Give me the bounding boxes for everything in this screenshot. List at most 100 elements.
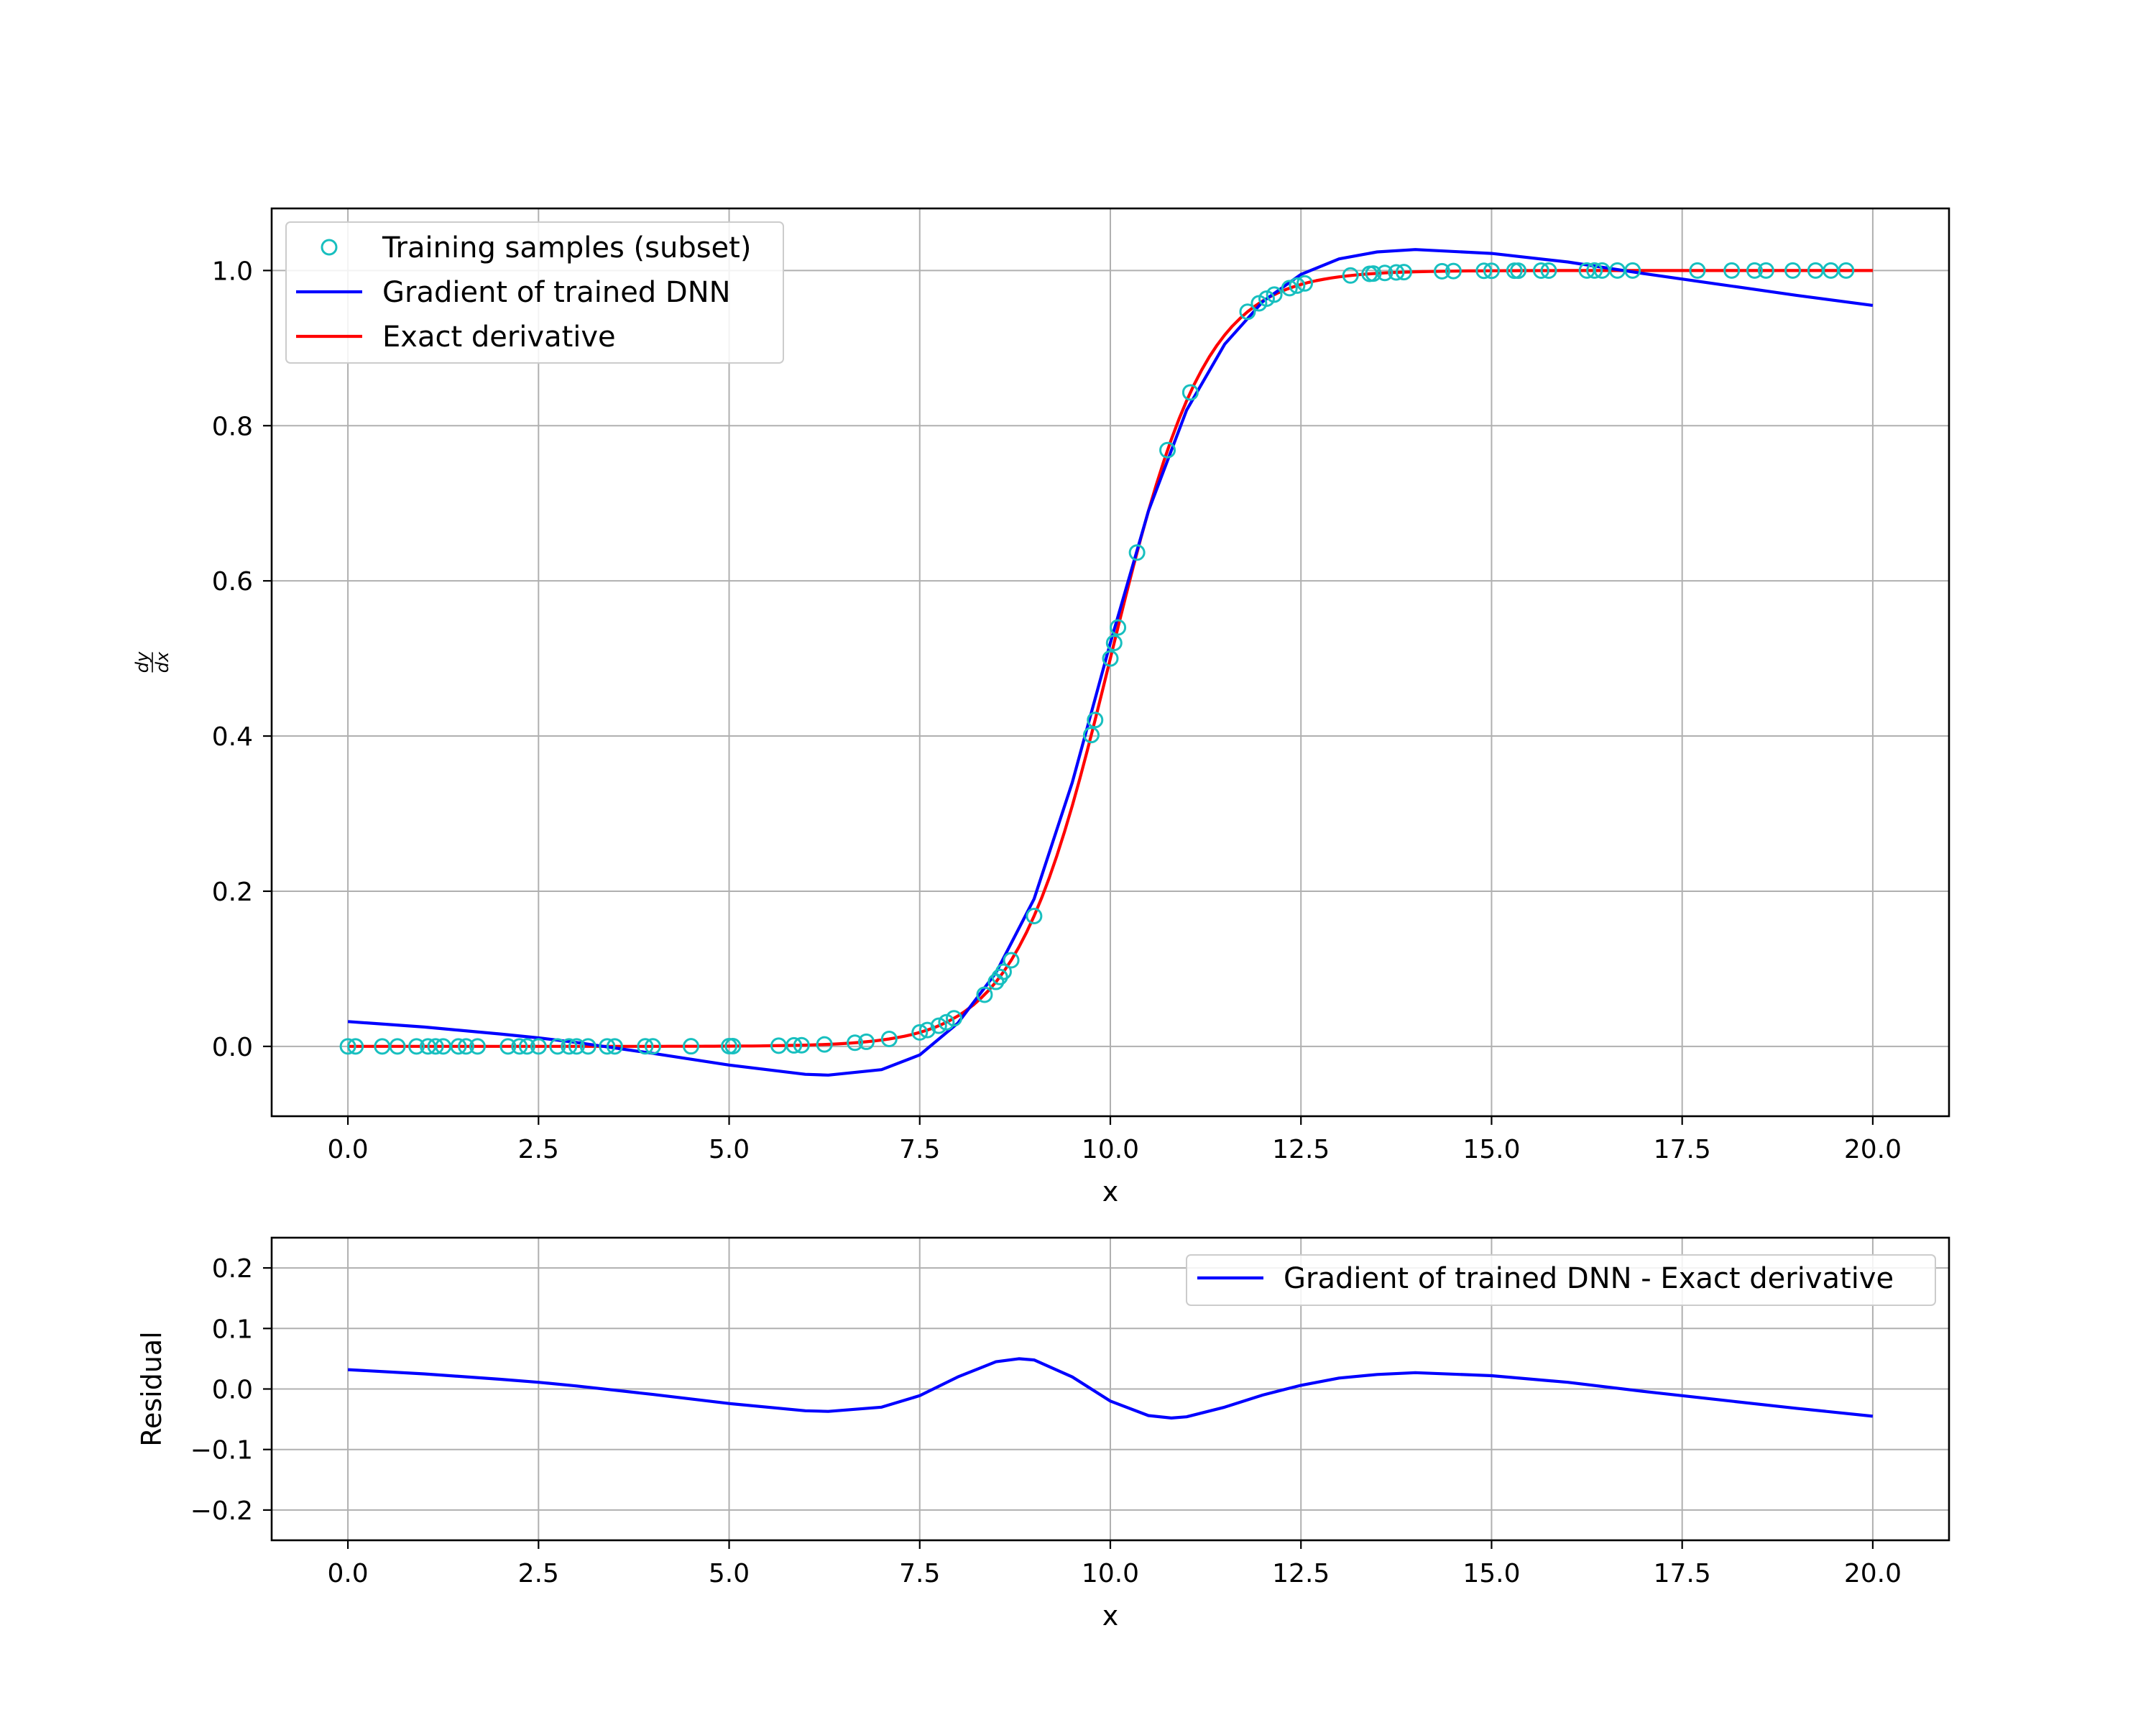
training-sample-marker <box>530 1038 547 1055</box>
x-tick-label: 12.5 <box>1272 1559 1330 1588</box>
x-tick-label: 0.0 <box>327 1559 368 1588</box>
legend-box <box>1186 1254 1936 1306</box>
legend-marker-samples <box>321 239 338 256</box>
training-sample-marker <box>339 1038 356 1055</box>
training-sample-marker <box>1532 262 1549 279</box>
training-sample-marker <box>1110 619 1127 636</box>
training-sample-marker <box>408 1038 425 1055</box>
plot-frame <box>270 1236 1950 1542</box>
training-sample-marker <box>847 1034 864 1052</box>
training-sample-marker <box>1784 262 1802 279</box>
training-sample-marker <box>561 1038 578 1055</box>
x-tick-label: 5.0 <box>709 1135 750 1164</box>
x-tick-label: 5.0 <box>709 1559 750 1588</box>
training-sample-marker <box>786 1036 803 1054</box>
training-sample-marker <box>427 1038 444 1055</box>
training-sample-marker <box>1689 262 1706 279</box>
x-axis-label: x <box>1102 1176 1119 1208</box>
plot-frame <box>270 207 1950 1118</box>
x-tick-label: 17.5 <box>1654 1135 1711 1164</box>
training-sample-marker <box>549 1038 566 1055</box>
training-sample-marker <box>1723 262 1741 279</box>
y-tick-label: 0.6 <box>212 567 253 597</box>
training-sample-marker <box>793 1036 810 1054</box>
y-label-denominator: dx <box>152 651 172 673</box>
training-sample-marker <box>579 1038 596 1055</box>
training-sample-marker <box>1510 262 1527 280</box>
y-tick-label: 0.0 <box>212 1033 253 1062</box>
training-sample-marker <box>880 1031 898 1048</box>
y-tick-label: −0.2 <box>190 1496 253 1526</box>
training-sample-marker <box>1102 650 1119 667</box>
training-sample-marker <box>1746 262 1763 279</box>
training-sample-marker <box>469 1038 486 1055</box>
training-sample-marker <box>644 1038 661 1055</box>
training-sample-marker <box>599 1038 616 1055</box>
legend: Training samples (subset) Gradient of tra… <box>285 221 784 364</box>
training-sample-marker <box>1624 262 1641 279</box>
x-tick-label: 2.5 <box>518 1559 559 1588</box>
y-tick-label: 0.2 <box>212 1254 253 1284</box>
x-tick-label: 17.5 <box>1654 1559 1711 1588</box>
x-tick-label: 12.5 <box>1272 1135 1330 1164</box>
training-sample-marker <box>930 1017 947 1034</box>
x-tick-label: 20.0 <box>1844 1559 1902 1588</box>
y-label-numerator: dy <box>132 651 152 673</box>
x-tick-label: 2.5 <box>518 1135 559 1164</box>
training-sample-marker <box>918 1021 936 1039</box>
training-sample-marker <box>1281 280 1298 297</box>
training-sample-marker <box>568 1038 585 1055</box>
training-sample-marker <box>976 986 993 1003</box>
y-tick-label: 1.0 <box>212 257 253 286</box>
training-sample-marker <box>1445 262 1462 280</box>
legend-label: Gradient of trained DNN <box>382 276 731 309</box>
y-tick-label: 0.0 <box>212 1376 253 1405</box>
training-sample-marker <box>1540 262 1557 279</box>
derivative-plot: 0.0 2.5 5.0 7.5 10.0 12.5 15.0 17.5 20.0 0.0 0.2 0.… <box>132 207 1950 1208</box>
training-sample-marker <box>511 1038 528 1055</box>
training-sample-marker <box>1433 262 1450 280</box>
training-sample-marker <box>1342 267 1359 284</box>
training-sample-marker <box>1239 303 1256 321</box>
x-tick-label: 10.0 <box>1082 1559 1139 1588</box>
training-sample-marker <box>946 1010 963 1027</box>
training-sample-marker <box>1026 908 1043 925</box>
y-tick-label: 0.4 <box>212 722 253 752</box>
training-sample-marker <box>347 1038 364 1055</box>
training-sample-marker <box>389 1038 406 1055</box>
training-sample-marker <box>1838 262 1855 279</box>
x-tick-label: 7.5 <box>899 1135 940 1164</box>
residual-plot: 0.0 2.5 5.0 7.5 10.0 12.5 15.0 17.5 20.0 0.2 0.1 0.… <box>136 1236 1950 1632</box>
x-tick-label: 0.0 <box>327 1135 368 1164</box>
x-tick-label: 7.5 <box>899 1559 940 1588</box>
x-axis-label: x <box>1102 1600 1119 1632</box>
y-tick-label: −0.1 <box>190 1436 253 1466</box>
x-tick-label: 20.0 <box>1844 1135 1902 1164</box>
legend-label: Training samples (subset) <box>382 231 751 264</box>
training-sample-marker <box>1483 262 1500 280</box>
training-sample-marker <box>1082 727 1100 744</box>
training-sample-marker <box>1266 286 1283 303</box>
training-sample-marker <box>1475 262 1493 280</box>
training-sample-marker <box>816 1036 833 1053</box>
training-sample-marker <box>1003 952 1020 969</box>
training-sample-marker <box>724 1037 742 1054</box>
legend-label: Gradient of trained DNN - Exact derivati… <box>1284 1262 1894 1295</box>
training-sample-marker <box>450 1038 467 1055</box>
legend-label: Exact derivative <box>382 321 616 354</box>
training-sample-marker <box>1388 264 1405 281</box>
training-sample-marker <box>911 1024 929 1041</box>
training-sample-marker <box>1289 277 1306 294</box>
y-tick-label: 0.2 <box>212 878 253 907</box>
x-tick-label: 10.0 <box>1082 1135 1139 1164</box>
training-sample-marker <box>1181 384 1199 401</box>
training-sample-marker <box>1296 275 1314 292</box>
training-sample-marker <box>1586 262 1603 279</box>
training-sample-marker <box>995 963 1012 980</box>
y-tick-label: 0.8 <box>212 412 253 441</box>
training-sample-marker <box>637 1038 654 1055</box>
training-sample-marker <box>1376 264 1393 282</box>
training-sample-marker <box>606 1038 623 1055</box>
residual-line <box>347 1357 1874 1420</box>
y-tick-label: 0.1 <box>212 1315 253 1344</box>
